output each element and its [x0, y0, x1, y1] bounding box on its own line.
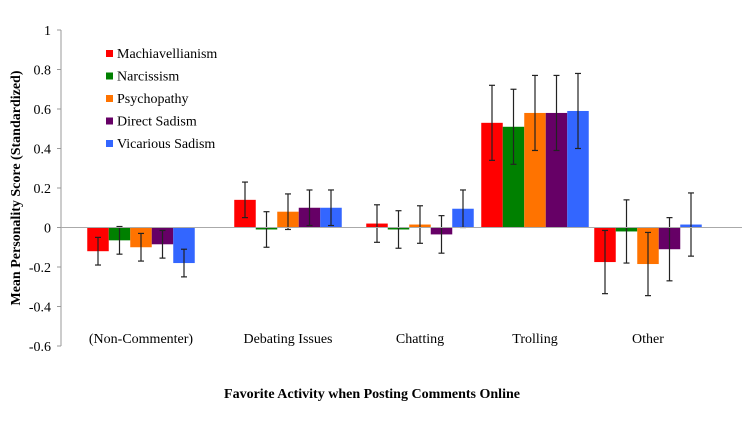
y-tick-label: 0.8 — [34, 64, 52, 79]
y-tick-label: -0.6 — [29, 340, 51, 355]
y-tick-label: 1 — [44, 24, 51, 39]
y-axis-label: Mean Personality Score (Standardized) — [9, 70, 24, 305]
legend-swatch — [106, 72, 113, 80]
legend-label: Machiavellianism — [117, 47, 217, 62]
bar-direct-sadism — [545, 112, 568, 228]
y-tick-label: -0.4 — [29, 301, 51, 316]
legend-label: Vicarious Sadism — [117, 137, 215, 152]
legend-label: Narcissism — [117, 70, 179, 85]
x-tick-label: Other — [632, 332, 664, 347]
y-tick-label: -0.2 — [29, 261, 51, 276]
bar-vicarious-sadism — [567, 110, 589, 228]
y-tick-label: 0.2 — [34, 182, 52, 197]
legend-swatch — [106, 50, 113, 57]
y-tick-label: 0.6 — [34, 103, 52, 118]
x-axis-label: Favorite Activity when Posting Comments … — [224, 387, 520, 402]
legend-swatch — [106, 140, 113, 147]
legend-label: Psychopathy — [117, 92, 189, 107]
x-tick-label: (Non-Commenter) — [89, 332, 194, 347]
legend-swatch — [106, 95, 113, 102]
legend-swatch — [106, 117, 113, 125]
y-tick-label: 0.4 — [34, 143, 52, 158]
bar-machiavellianism — [481, 122, 503, 228]
legend-label: Direct Sadism — [117, 115, 197, 130]
x-tick-label: Chatting — [396, 332, 444, 347]
y-tick-label: 0 — [44, 222, 51, 237]
bar-vicarious-sadism — [173, 227, 195, 264]
bar-psychopathy — [524, 112, 546, 228]
x-tick-label: Debating Issues — [243, 332, 332, 347]
x-tick-label: Trolling — [512, 332, 557, 347]
bar-narcissism — [502, 126, 525, 228]
